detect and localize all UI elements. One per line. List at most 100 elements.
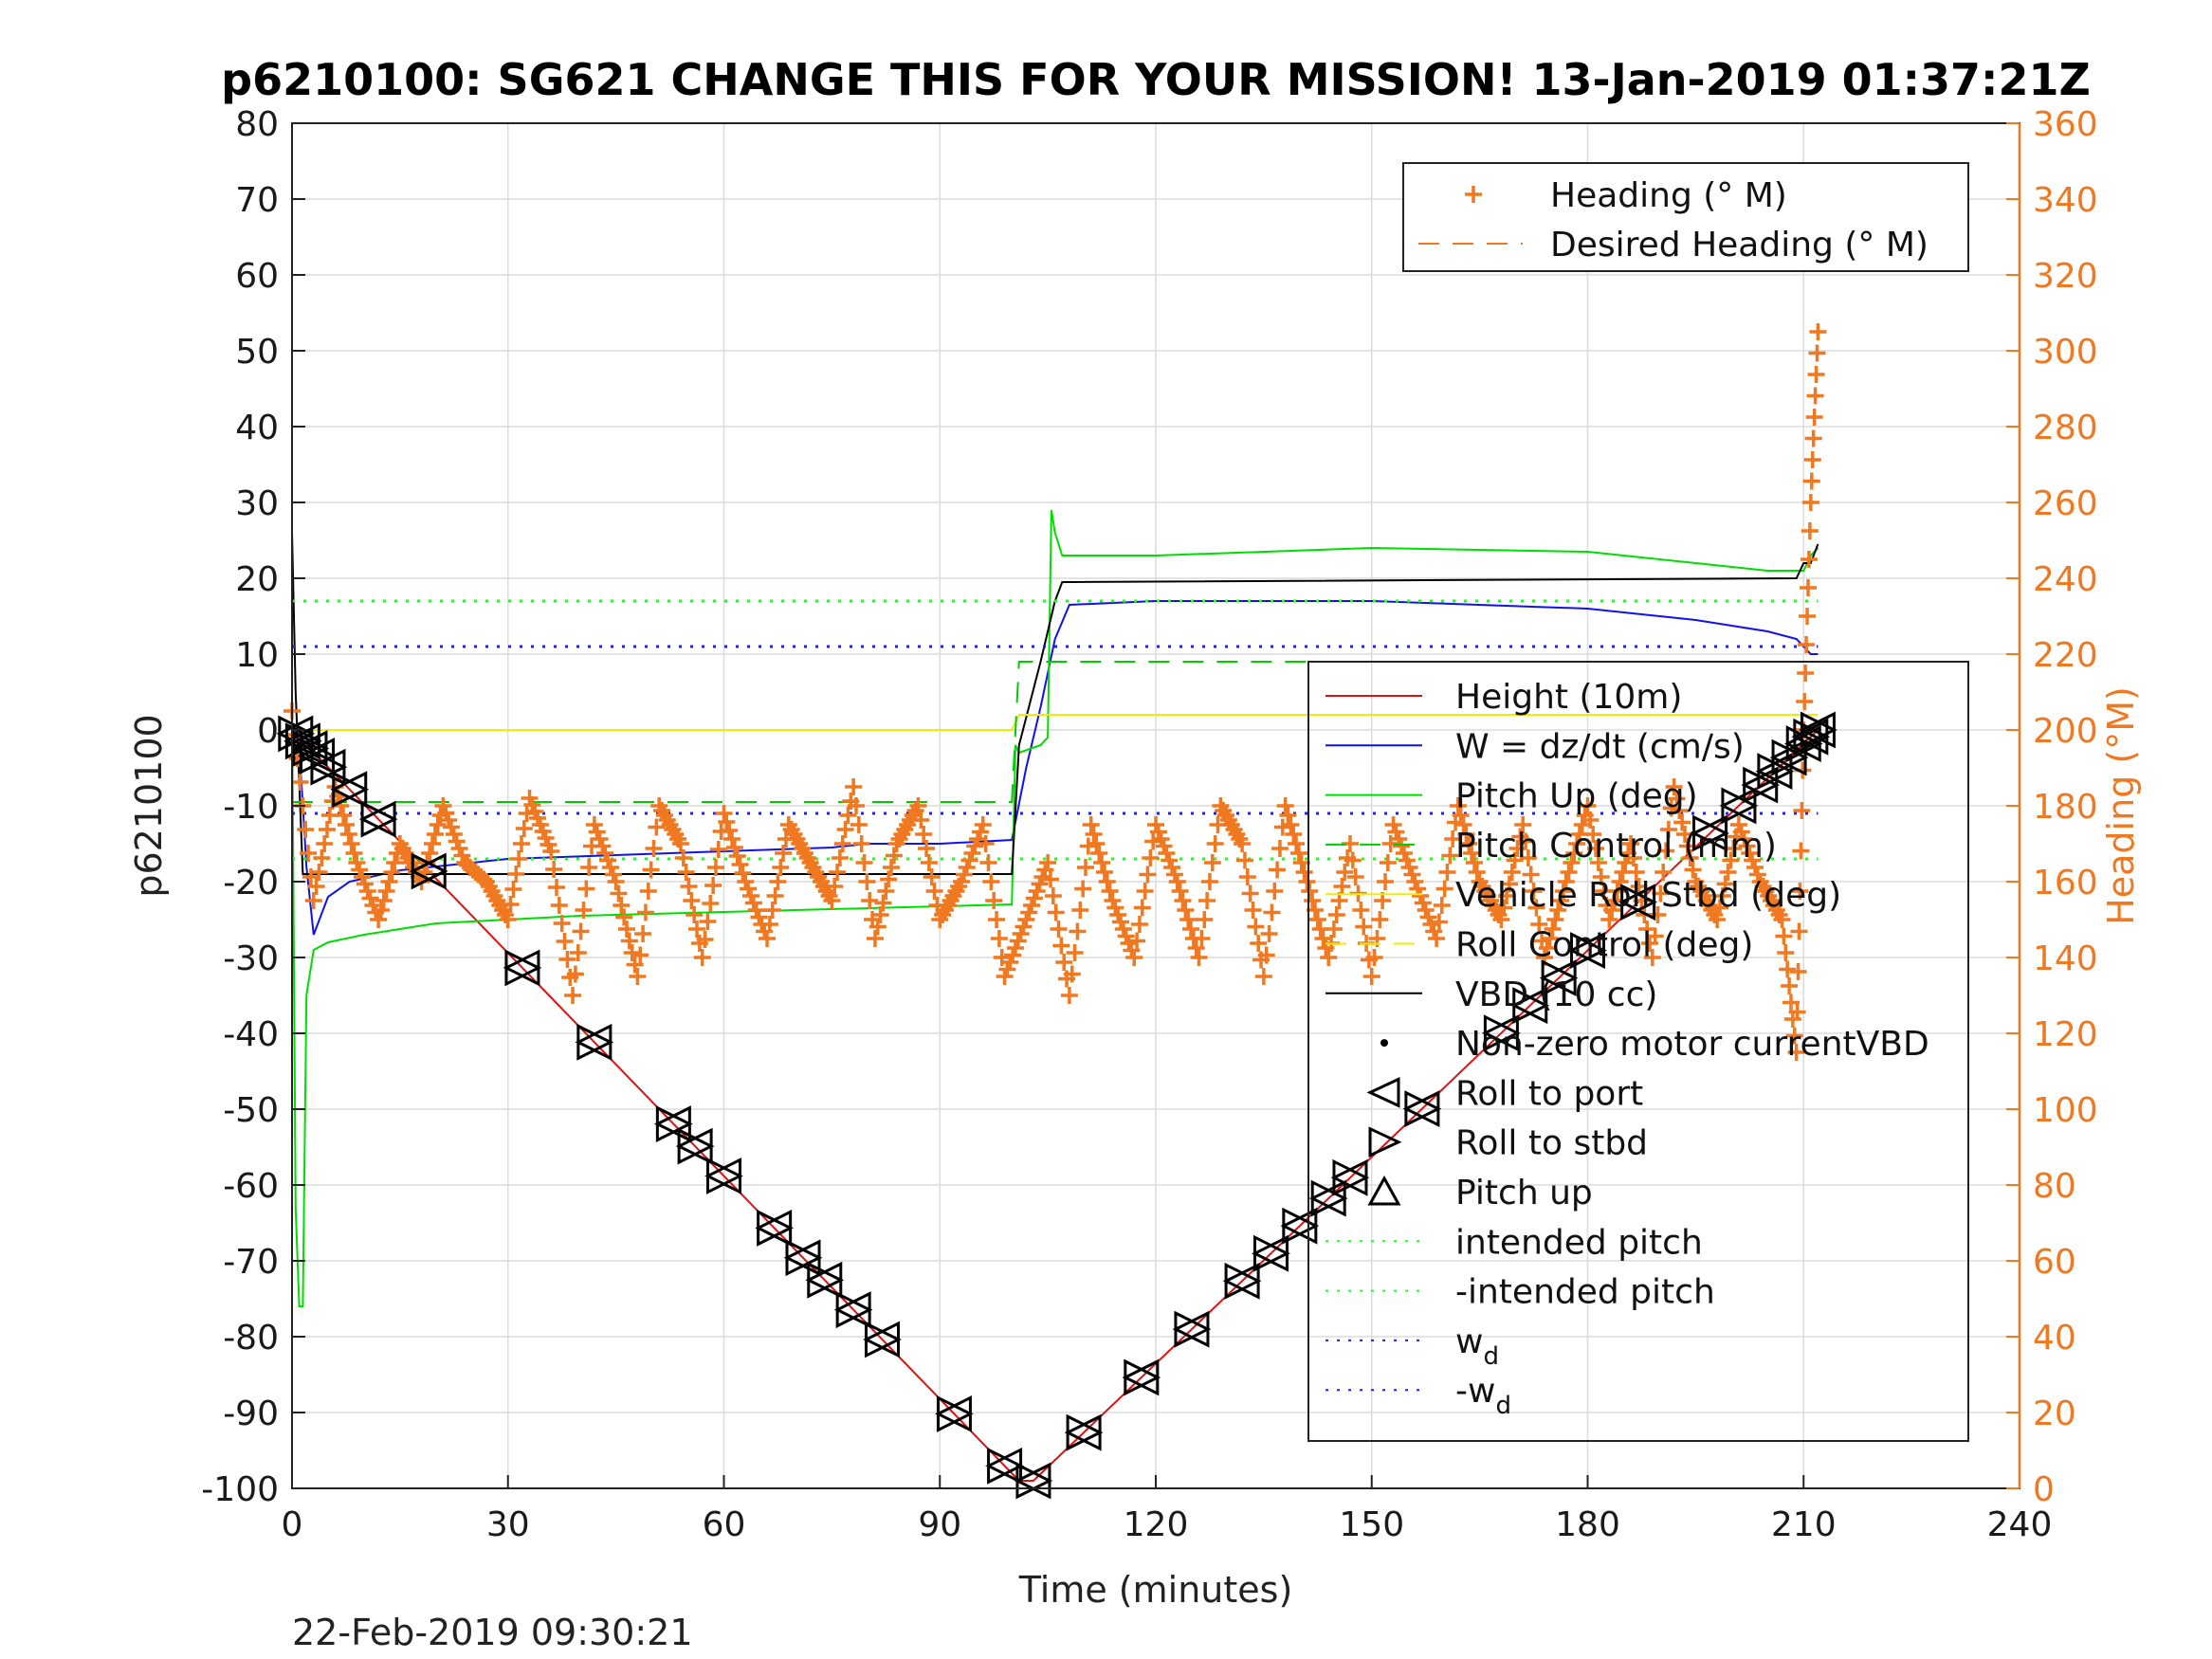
roll-to-stbd-marker bbox=[1252, 1234, 1290, 1272]
legend-main-label: Roll to port bbox=[1455, 1074, 1643, 1113]
heading-point bbox=[1799, 608, 1817, 625]
heading-point bbox=[1565, 845, 1583, 862]
heading-point bbox=[920, 854, 938, 871]
heading-point bbox=[759, 930, 777, 947]
heading-point bbox=[1292, 854, 1310, 871]
y-tick-label: 0 bbox=[257, 712, 279, 751]
roll-to-stbd-marker bbox=[1743, 766, 1781, 804]
heading-point bbox=[1541, 930, 1559, 947]
heading-point bbox=[370, 911, 388, 928]
heading-point bbox=[1428, 930, 1446, 947]
roll-to-stbd-marker bbox=[504, 949, 542, 987]
heading-point bbox=[1241, 884, 1259, 902]
roll-to-stbd-marker bbox=[292, 730, 330, 768]
heading-point bbox=[1060, 987, 1078, 1004]
roll-to-stbd-marker bbox=[1512, 987, 1550, 1025]
y-tick-label: 20 bbox=[235, 560, 279, 599]
roll-to-stbd-marker bbox=[807, 1261, 845, 1299]
heading-point bbox=[1805, 409, 1823, 426]
heading-point bbox=[1190, 949, 1208, 966]
roll-to-stbd-marker bbox=[332, 771, 370, 809]
heading-point bbox=[1247, 918, 1265, 936]
heading-point bbox=[1095, 864, 1113, 881]
legend-main-label: Pitch up bbox=[1455, 1174, 1593, 1212]
heading-point bbox=[304, 892, 322, 909]
heading-point bbox=[1722, 851, 1740, 869]
heading-point bbox=[1044, 887, 1062, 904]
heading-point bbox=[566, 965, 584, 983]
heading-point bbox=[424, 835, 442, 852]
heading-point bbox=[1560, 864, 1578, 881]
legend-main-box bbox=[1307, 661, 1969, 1442]
heading-point bbox=[1082, 816, 1100, 833]
heading-point bbox=[1276, 797, 1294, 814]
heading-point bbox=[372, 902, 390, 919]
roll-to-stbd-marker bbox=[1066, 1413, 1104, 1451]
y-axis-label: p6210100 bbox=[128, 714, 170, 897]
heading-point bbox=[918, 840, 936, 857]
heading-point bbox=[297, 821, 315, 838]
heading-point bbox=[1076, 859, 1094, 876]
y-right-tick-label: 260 bbox=[2033, 484, 2098, 523]
heading-point bbox=[558, 951, 576, 968]
heading-point bbox=[1298, 873, 1316, 890]
heading-point bbox=[629, 968, 647, 985]
y-right-tick-label: 360 bbox=[2033, 105, 2098, 144]
heading-point bbox=[1787, 1044, 1805, 1061]
heading-point bbox=[648, 818, 666, 836]
heading-point bbox=[307, 878, 325, 895]
heading-point bbox=[1581, 811, 1600, 829]
roll-to-stbd-marker bbox=[1800, 711, 1837, 749]
heading-point bbox=[1800, 551, 1818, 568]
heading-point bbox=[626, 956, 644, 974]
heading-point bbox=[866, 930, 884, 947]
legend-main-label: Roll Control (deg) bbox=[1455, 926, 1753, 965]
roll-to-stbd-marker bbox=[1174, 1310, 1212, 1348]
heading-point bbox=[291, 774, 309, 791]
heading-point bbox=[706, 859, 724, 876]
roll-to-stbd-marker bbox=[677, 1127, 715, 1165]
heading-point bbox=[1198, 892, 1216, 909]
legend-heading-label: Desired Heading (° M) bbox=[1550, 226, 1929, 264]
legend-triangle-right-swatch bbox=[1368, 1126, 1402, 1158]
heading-point bbox=[564, 987, 582, 1004]
heading-point bbox=[1066, 944, 1084, 961]
marker-layer bbox=[276, 711, 1837, 1500]
y-right-tick-label: 100 bbox=[2033, 1091, 2098, 1130]
heading-point bbox=[1782, 994, 1800, 1012]
heading-point bbox=[1090, 845, 1108, 862]
y-right-tick-label: 280 bbox=[2033, 409, 2098, 447]
heading-point bbox=[1039, 854, 1057, 871]
chart-title: p6210100: SG621 CHANGE THIS FOR YOUR MIS… bbox=[221, 54, 2091, 105]
axes-layer: 0 30 60 90 120 150 180 210 240-100-90-80-70-60-5… bbox=[201, 105, 2097, 1544]
heading-point bbox=[512, 835, 530, 852]
heading-point bbox=[766, 887, 784, 904]
y-right-tick-label: 200 bbox=[2033, 712, 2098, 751]
heading-point bbox=[674, 849, 692, 866]
heading-point bbox=[855, 854, 873, 871]
heading-point bbox=[1355, 918, 1373, 936]
heading-point bbox=[1441, 847, 1459, 865]
heading-point bbox=[1282, 816, 1300, 833]
heading-point bbox=[763, 902, 781, 919]
heading-point bbox=[1797, 665, 1815, 682]
heading-point bbox=[1654, 864, 1673, 881]
series-vbd-10-cc bbox=[291, 532, 1819, 875]
heading-point bbox=[1308, 911, 1326, 928]
heading-point bbox=[683, 892, 701, 909]
heading-point bbox=[1074, 880, 1092, 898]
heading-point bbox=[1260, 925, 1278, 942]
heading-point bbox=[871, 906, 889, 923]
heading-point bbox=[1659, 821, 1677, 838]
legend-main-label: Height (10m) bbox=[1455, 678, 1682, 717]
heading-point bbox=[1552, 892, 1570, 909]
y-right-tick-label: 220 bbox=[2033, 636, 2098, 675]
heading-point bbox=[702, 895, 720, 912]
heading-point bbox=[1796, 693, 1814, 710]
heading-point bbox=[1600, 911, 1618, 928]
heading-point bbox=[504, 881, 522, 898]
roll-to-stbd-marker bbox=[1721, 787, 1759, 825]
heading-point bbox=[1182, 921, 1200, 938]
heading-point bbox=[852, 835, 870, 852]
heading-point bbox=[1130, 916, 1148, 933]
